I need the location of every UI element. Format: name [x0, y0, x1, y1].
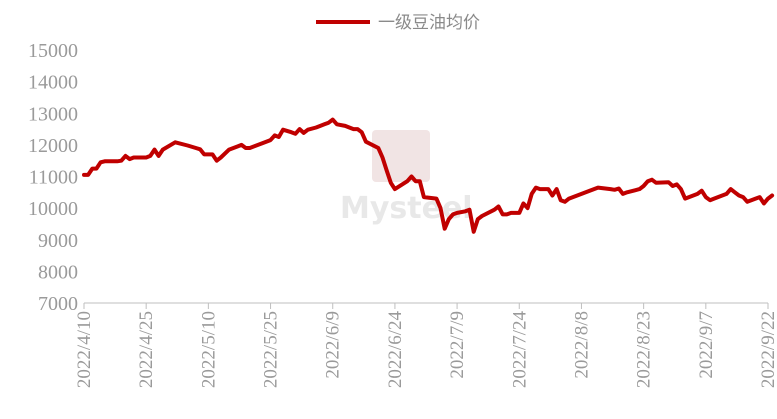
- y-tick-label: 9000: [38, 230, 78, 252]
- watermark: Mysteel: [340, 130, 473, 226]
- x-tick-label: 2022/8/8: [571, 311, 592, 379]
- x-tick-label: 2022/9/7: [696, 311, 717, 379]
- y-tick-label: 14000: [28, 72, 78, 94]
- y-tick-label: 13000: [28, 103, 78, 125]
- y-tick-label: 12000: [28, 135, 78, 157]
- legend: 一级豆油均价: [316, 13, 480, 33]
- x-tick-label: 2022/7/24: [509, 311, 530, 389]
- x-tick-label: 2022/5/10: [198, 311, 219, 388]
- x-tick-label: 2022/4/25: [136, 311, 157, 388]
- y-tick-label: 10000: [28, 198, 78, 220]
- x-tick-label: 2022/5/25: [261, 311, 282, 388]
- y-axis-ticks: 7000 8000 9000 10000 11000 12000 13000 14000 150…: [28, 40, 78, 315]
- y-tick-label: 15000: [28, 40, 78, 62]
- y-tick-label: 11000: [29, 167, 78, 189]
- y-tick-label: 7000: [38, 293, 78, 315]
- x-tick-label: 2022/9/22: [758, 311, 777, 388]
- x-tick-label: 2022/8/23: [634, 311, 655, 388]
- series-line-soybean-oil: [82, 117, 775, 234]
- series-layer: [82, 117, 775, 234]
- watermark-text: Mysteel: [340, 191, 473, 226]
- y-tick-label: 8000: [38, 261, 78, 283]
- x-axis: 2022/4/10 2022/4/25 2022/5/10 2022/5/25 2022…: [74, 302, 777, 389]
- x-tick-label: 2022/6/9: [323, 311, 344, 379]
- x-tick-label: 2022/6/24: [385, 311, 406, 389]
- x-tick-label: 2022/7/9: [447, 311, 468, 379]
- legend-label: 一级豆油均价: [378, 13, 480, 33]
- x-tick-label: 2022/4/10: [74, 311, 95, 388]
